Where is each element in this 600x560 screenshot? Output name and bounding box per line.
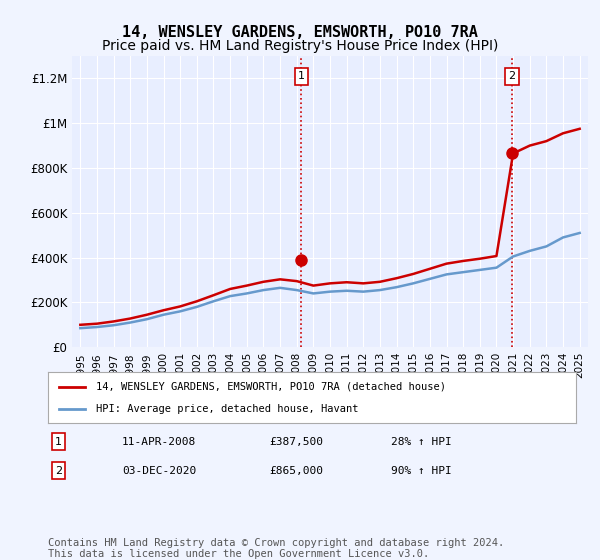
Text: Contains HM Land Registry data © Crown copyright and database right 2024.
This d: Contains HM Land Registry data © Crown c… bbox=[48, 538, 504, 559]
Text: 14, WENSLEY GARDENS, EMSWORTH, PO10 7RA: 14, WENSLEY GARDENS, EMSWORTH, PO10 7RA bbox=[122, 25, 478, 40]
Text: Price paid vs. HM Land Registry's House Price Index (HPI): Price paid vs. HM Land Registry's House … bbox=[102, 39, 498, 53]
Text: £865,000: £865,000 bbox=[270, 466, 324, 476]
Text: 14, WENSLEY GARDENS, EMSWORTH, PO10 7RA (detached house): 14, WENSLEY GARDENS, EMSWORTH, PO10 7RA … bbox=[95, 381, 446, 391]
Text: 90% ↑ HPI: 90% ↑ HPI bbox=[391, 466, 452, 476]
Text: £387,500: £387,500 bbox=[270, 437, 324, 447]
Text: 1: 1 bbox=[55, 437, 62, 447]
Text: 2: 2 bbox=[508, 71, 515, 81]
Text: 1: 1 bbox=[298, 71, 305, 81]
Text: 03-DEC-2020: 03-DEC-2020 bbox=[122, 466, 196, 476]
Text: 28% ↑ HPI: 28% ↑ HPI bbox=[391, 437, 452, 447]
Text: HPI: Average price, detached house, Havant: HPI: Average price, detached house, Hava… bbox=[95, 404, 358, 414]
Text: 2: 2 bbox=[55, 466, 62, 476]
Text: 11-APR-2008: 11-APR-2008 bbox=[122, 437, 196, 447]
